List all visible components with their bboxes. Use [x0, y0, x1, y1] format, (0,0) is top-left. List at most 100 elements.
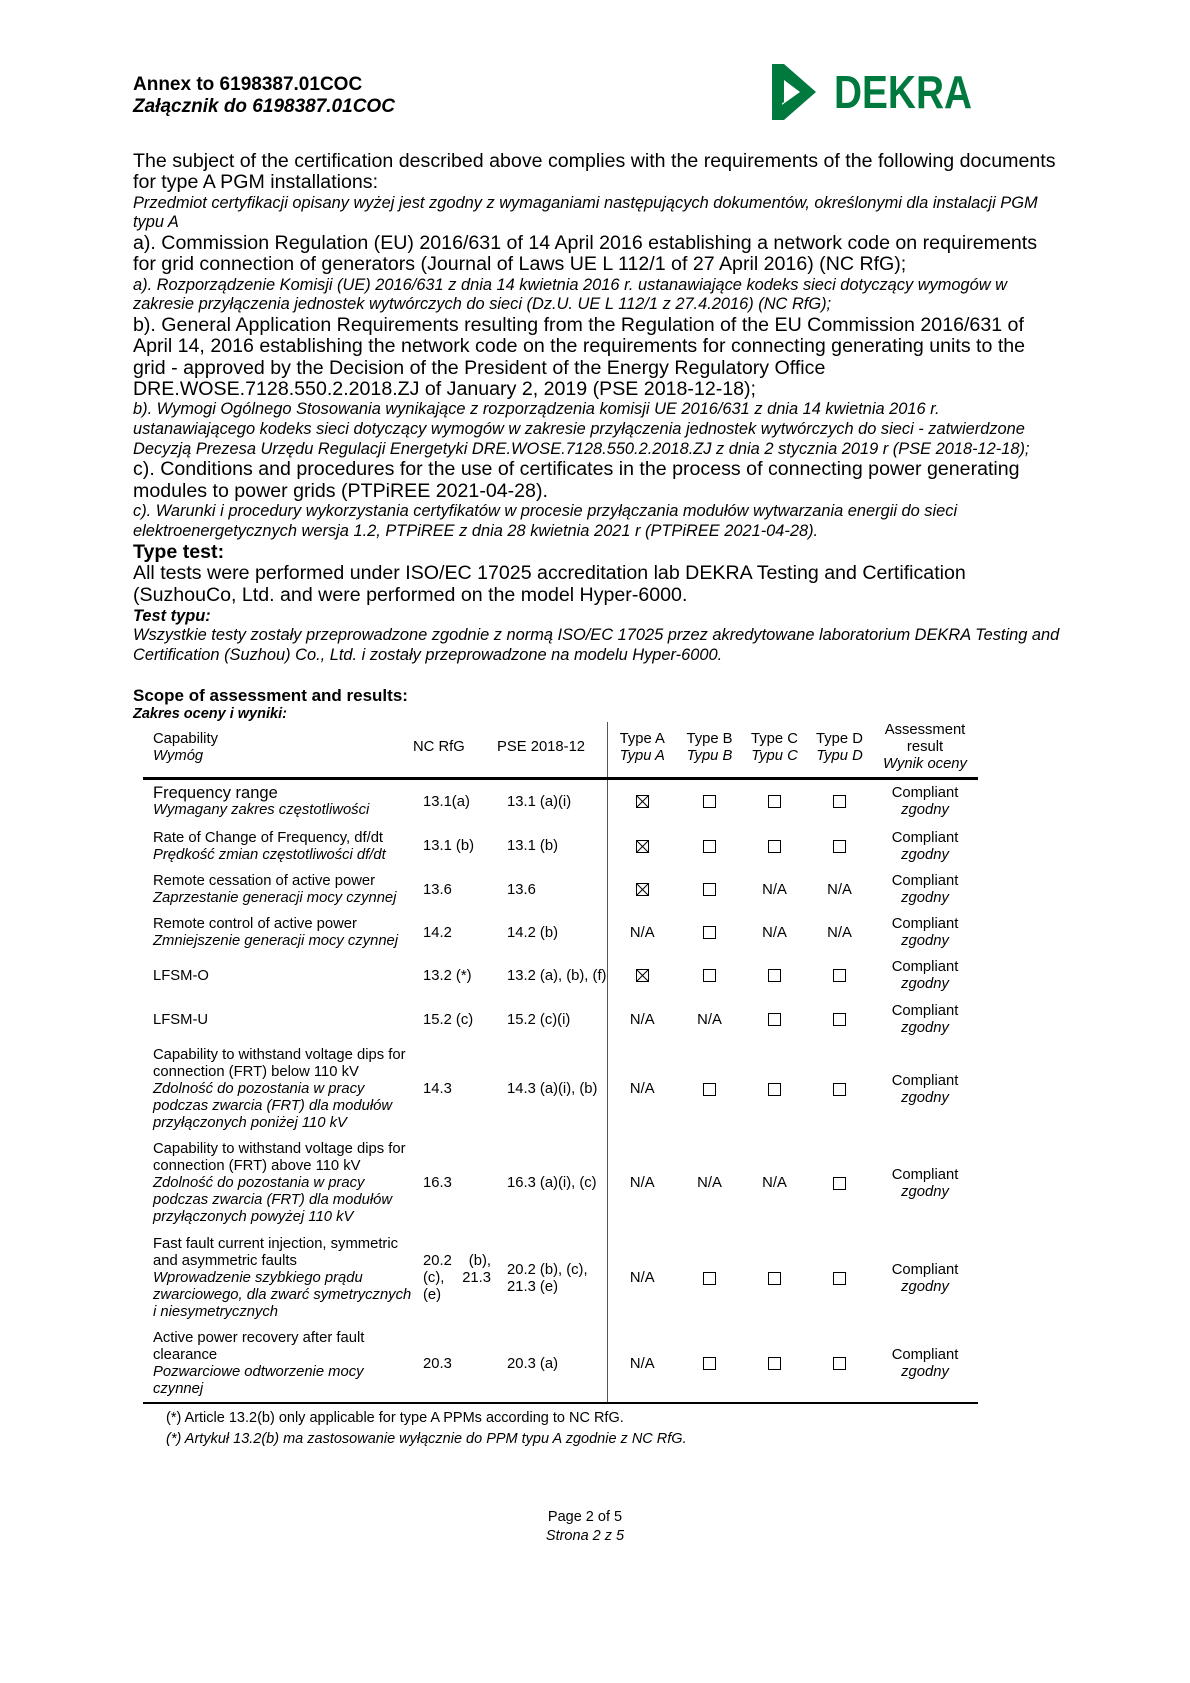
na-label: N/A: [629, 1175, 655, 1191]
type-d-cell: [807, 955, 872, 998]
capability-pl: Pozwarciowe odtworzenie mocy czynnej: [153, 1364, 364, 1397]
result-en: Compliant: [891, 916, 959, 932]
pse-cell: 20.3 (a): [497, 1326, 607, 1404]
type-c-cell: [742, 825, 807, 869]
unchecked-box-icon: [703, 795, 716, 809]
type-a-cell: N/A: [606, 1042, 677, 1137]
unchecked-box-icon: [703, 1082, 716, 1096]
checked-box-icon: [635, 969, 649, 983]
type-b-cell: N/A: [677, 1137, 742, 1231]
result-pl: zgodny: [901, 933, 949, 949]
header-type-b: Type B Typu B: [677, 722, 742, 780]
table-row: LFSM-U 15.2 (c) 15.2 (c)(i) N/A N/A Compliant…: [143, 997, 978, 1043]
type-b-cell: [677, 869, 742, 912]
type-d-cell: [807, 1043, 872, 1137]
header-type-c-pl: Typu C: [751, 747, 798, 764]
unchecked-box-icon: [833, 1082, 846, 1096]
dekra-logo-mark: DEKRA: [772, 64, 972, 120]
item-b-pl: b). Wymogi Ogólnego Stosowania wynikając…: [133, 400, 1030, 458]
type-b-cell: [677, 779, 742, 825]
capability-pl: Wprowadzenie szybkiego prądu zwarciowego…: [153, 1270, 412, 1320]
type-b-cell: [677, 955, 742, 998]
result-cell: Compliant zgodny: [872, 912, 978, 955]
footnote-pl: (*) Artykuł 13.2(b) ma zastosowanie wyłą…: [166, 1431, 687, 1447]
result-pl: zgodny: [901, 1089, 949, 1106]
unchecked-box-icon: [833, 1271, 846, 1285]
capability-en: Remote cessation of active power: [153, 873, 376, 889]
result-cell: Compliant zgodny: [872, 779, 978, 825]
capability-en: Frequency range: [153, 784, 278, 803]
result-cell: Compliant zgodny: [872, 869, 978, 912]
table-row: Fast fault current injection, symmetric …: [143, 1230, 978, 1327]
capability-cell: Rate of Change of Frequency, df/dt Prędko…: [143, 825, 413, 869]
header-capability-en: Capability: [153, 730, 218, 747]
header-nc-rfg: NC RfG: [413, 722, 497, 780]
capability-en: Active power recovery after fault cleara…: [153, 1330, 365, 1363]
type-d-cell: [807, 1231, 872, 1327]
type-b-cell: [677, 1326, 742, 1404]
result-pl: zgodny: [901, 1278, 949, 1295]
pse-cell: 20.2 (b), (c), 21.3 (e): [507, 1261, 588, 1295]
type-a-cell: N/A: [606, 1230, 677, 1327]
header-type-c-en: Type C: [751, 730, 798, 747]
dekra-logo: DEKRA: [770, 62, 980, 122]
header-result-en2: result: [906, 739, 944, 755]
header-type-a-en: Type A: [619, 730, 665, 747]
pse-cell: 16.3 (a)(i), (c): [507, 1175, 597, 1191]
capability-pl: Wymagany zakres częstotliwości: [153, 802, 370, 819]
item-a-pl: a). Rozporządzenie Komisji (UE) 2016/631…: [133, 275, 1007, 314]
header-type-a: Type A Typu A: [606, 722, 677, 780]
header-result-pl: Wynik oceny: [883, 756, 967, 772]
na-label: N/A: [629, 1270, 655, 1286]
nc-rfg-cell: 20.2 (b), (c), 21.3 (e): [423, 1253, 491, 1303]
type-d-cell: N/A: [807, 869, 872, 912]
unchecked-box-icon: [833, 839, 846, 853]
header-type-d-en: Type D: [816, 730, 863, 747]
result-cell: Compliant zgodny: [872, 1326, 978, 1404]
type-test-text-pl: Wszystkie testy zostały przeprowadzone z…: [133, 625, 1060, 664]
pse-cell: 14.3 (a)(i), (b): [507, 1081, 598, 1097]
table-row: Capability to withstand voltage dips for…: [143, 1042, 978, 1137]
table-row: LFSM-O 13.2 (*) 13.2 (a), (b), (f) Complian…: [143, 954, 978, 998]
certification-body: The subject of the certification describ…: [133, 150, 1063, 665]
type-c-cell: [742, 1043, 807, 1137]
nc-rfg-cell: 13.6: [423, 881, 452, 898]
result-pl: zgodny: [901, 846, 949, 863]
checked-box-icon: [635, 839, 649, 853]
type-b-cell: [677, 1043, 742, 1137]
type-b-cell: [677, 825, 742, 869]
header-result: Assessment result Wynik oceny: [872, 722, 978, 780]
unchecked-box-icon: [703, 1357, 716, 1371]
unchecked-box-icon: [833, 1013, 846, 1027]
checked-box-icon: [635, 795, 649, 809]
nc-rfg-cell: 16.3: [423, 1175, 452, 1191]
type-a-cell: [606, 778, 677, 825]
type-d-cell: [807, 825, 872, 869]
pse-cell: 13.2 (a), (b), (f): [507, 967, 607, 984]
unchecked-box-icon: [833, 795, 846, 809]
nc-rfg-cell: 13.1 (b): [423, 838, 474, 854]
table-row: Active power recovery after fault cleara…: [143, 1326, 978, 1404]
table-row: Frequency range Wymagany zakres częstotli…: [143, 778, 978, 825]
type-a-cell: N/A: [606, 1136, 677, 1231]
unchecked-box-icon: [768, 1271, 781, 1285]
type-c-cell: N/A: [742, 869, 807, 912]
intro-pl: Przedmiot certyfikacji opisany wyżej jes…: [133, 193, 1038, 232]
result-pl: zgodny: [901, 1364, 949, 1380]
page-number-pl: Strona 2 z 5: [545, 1528, 625, 1544]
result-cell: Compliant zgodny: [872, 1231, 978, 1327]
page-number-en: Page 2 of 5: [547, 1509, 623, 1525]
type-a-cell: [606, 954, 677, 998]
header-result-en1: Assessment: [884, 722, 966, 738]
unchecked-box-icon: [768, 1082, 781, 1096]
item-a-en: a). Commission Regulation (EU) 2016/631 …: [133, 232, 1037, 276]
header-type-a-pl: Typu A: [619, 747, 665, 764]
result-en: Compliant: [891, 1347, 959, 1363]
svg-text:DEKRA: DEKRA: [834, 66, 972, 118]
capability-en: Rate of Change of Frequency, df/dt: [153, 829, 384, 846]
footnote-en: (*) Article 13.2(b) only applicable for …: [166, 1410, 624, 1426]
na-label: N/A: [629, 1011, 655, 1028]
capability-cell: Active power recovery after fault cleara…: [143, 1326, 413, 1404]
type-d-cell: N/A: [807, 912, 872, 955]
assessment-table: Capability Wymóg NC RfG PSE 2018-12 Type…: [143, 722, 978, 1404]
